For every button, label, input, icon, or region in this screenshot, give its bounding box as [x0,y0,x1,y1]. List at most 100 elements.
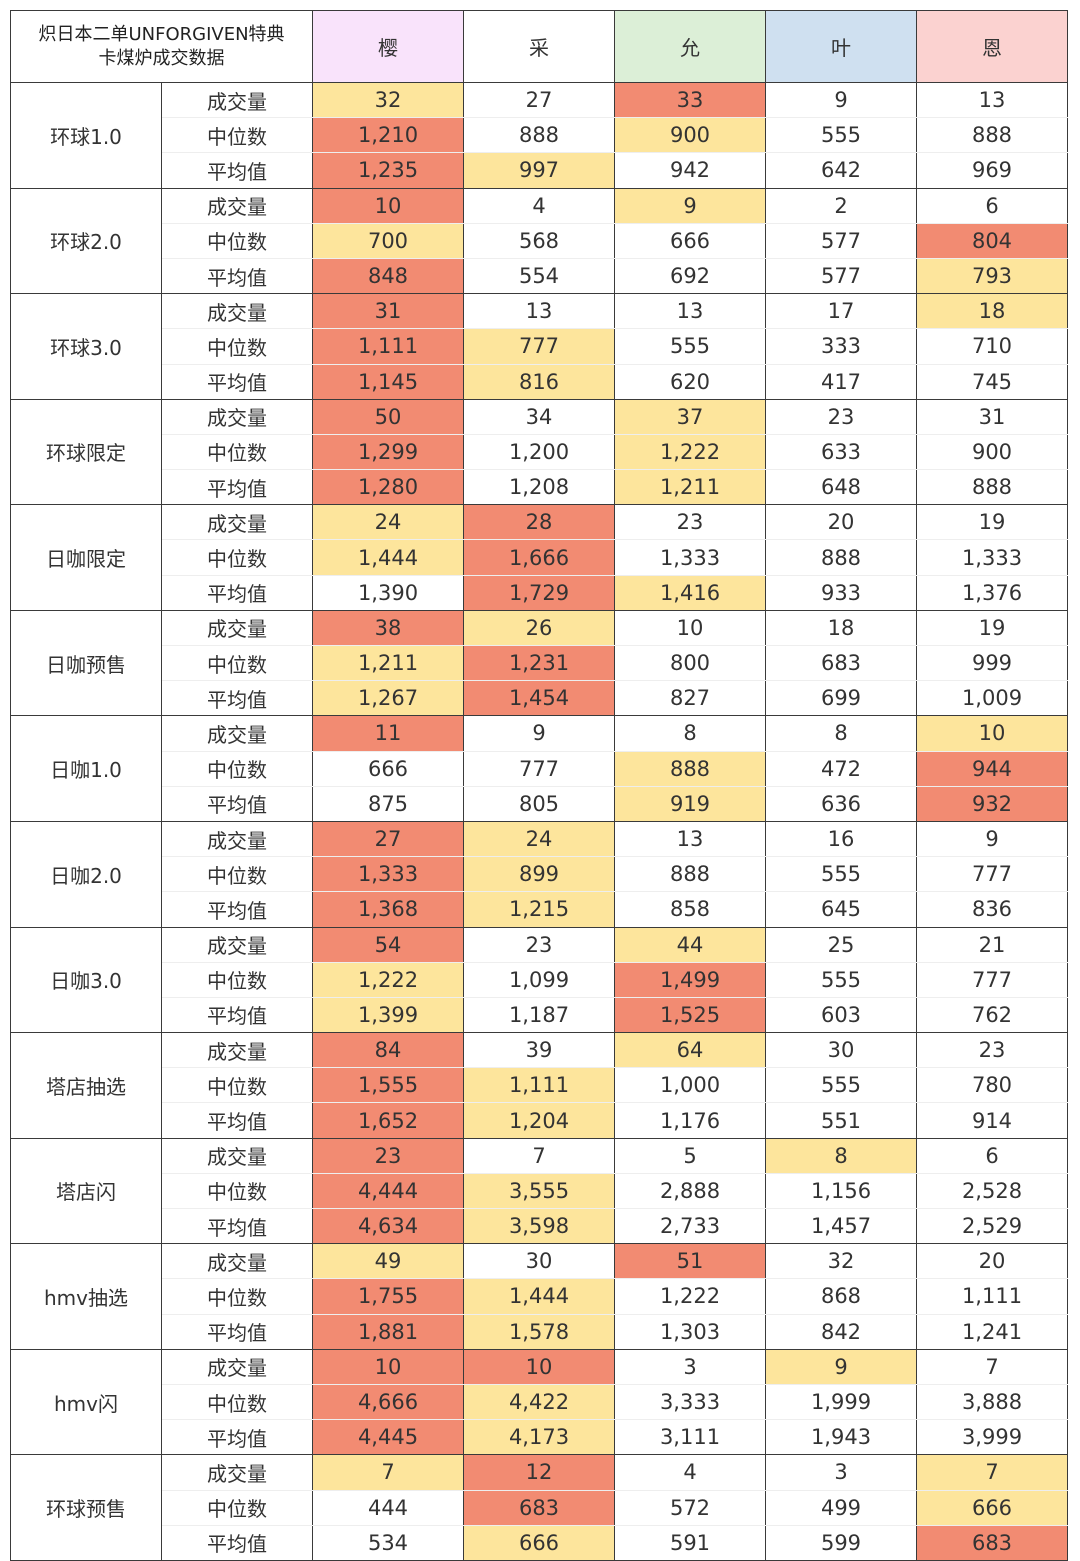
value-cell: 551 [765,1102,917,1139]
value-cell: 816 [463,364,615,400]
table-row: 平均值 1,235 997 942 642 969 [11,152,1068,189]
group-label: 环球3.0 [10,293,162,400]
value-cell: 858 [614,891,766,928]
value-cell: 555 [765,1067,917,1104]
group-label: hmv闪 [10,1348,162,1456]
value-cell: 2,528 [916,1173,1068,1210]
table-row: 中位数 1,222 1,099 1,499 555 777 [11,962,1068,998]
value-cell: 1,280 [312,469,464,506]
value-cell: 7 [916,1349,1068,1385]
value-cell: 888 [614,856,766,893]
value-cell: 1,222 [312,962,464,998]
value-cell: 636 [765,786,917,822]
metric-label: 平均值 [161,1419,313,1456]
value-cell: 848 [312,258,464,295]
value-cell: 4 [463,188,615,224]
value-cell: 499 [765,1490,917,1526]
value-cell: 666 [463,1525,615,1561]
value-cell: 1,755 [312,1278,464,1315]
table-row: 平均值 534 666 591 599 683 [11,1525,1068,1561]
value-cell: 1,555 [312,1067,464,1104]
value-cell: 32 [765,1243,917,1280]
value-cell: 1,235 [312,152,464,189]
table-row: 环球2.0 成交量 10 4 9 2 6 [10,187,1068,295]
value-cell: 3,111 [614,1419,766,1456]
table-body: 环球1.0 成交量 32 27 33 9 13 中位数 1,210 888 900 555 888 平均值… [10,82,1068,1561]
value-cell: 24 [463,821,615,858]
value-cell: 1,399 [312,997,464,1034]
value-cell: 1,222 [614,1278,766,1315]
value-cell: 642 [765,152,917,189]
table-row: 中位数 1,755 1,444 1,222 868 1,111 [11,1278,1068,1315]
value-cell: 23 [614,504,766,541]
value-cell: 4,422 [463,1384,615,1421]
value-cell: 472 [765,751,917,787]
group-label: 日咖3.0 [10,926,162,1034]
value-cell: 780 [916,1067,1068,1104]
value-cell: 1,390 [312,575,464,611]
value-cell: 34 [463,399,615,435]
value-cell: 13 [916,82,1068,119]
metric-label: 成交量 [161,293,313,330]
value-cell: 25 [765,927,917,963]
value-cell: 777 [916,962,1068,998]
value-cell: 54 [312,927,464,963]
value-cell: 1,333 [312,856,464,893]
value-cell: 534 [312,1525,464,1561]
value-cell: 5 [614,1138,766,1174]
value-cell: 3,555 [463,1173,615,1210]
value-cell: 20 [765,504,917,541]
value-cell: 700 [312,223,464,259]
member-header-en: 恩 [916,10,1068,83]
table-row: 中位数 700 568 666 577 804 [11,223,1068,259]
value-cell: 1,444 [463,1278,615,1315]
value-cell: 21 [916,927,1068,963]
value-cell: 8 [614,715,766,752]
value-cell: 933 [765,575,917,611]
value-cell: 1,208 [463,469,615,506]
metric-label: 成交量 [161,610,313,647]
value-cell: 1,211 [312,645,464,682]
value-cell: 555 [614,328,766,365]
value-cell: 4,666 [312,1384,464,1421]
value-cell: 1,299 [312,434,464,471]
value-cell: 555 [765,117,917,154]
metric-label: 中位数 [161,751,313,787]
value-cell: 899 [463,856,615,893]
metric-label: 中位数 [161,856,313,893]
metric-label: 成交量 [161,1243,313,1280]
value-cell: 2,733 [614,1208,766,1245]
value-cell: 7 [463,1138,615,1174]
value-cell: 919 [614,786,766,822]
metric-label: 成交量 [161,82,313,119]
value-cell: 1,111 [916,1278,1068,1315]
value-cell: 1,215 [463,891,615,928]
value-cell: 84 [312,1032,464,1069]
value-cell: 577 [765,223,917,259]
table-row: hmv闪 成交量 10 10 3 9 7 [10,1348,1068,1456]
value-cell: 27 [312,821,464,858]
value-cell: 9 [463,715,615,752]
value-cell: 3,888 [916,1384,1068,1421]
value-cell: 692 [614,258,766,295]
value-cell: 1,666 [463,539,615,576]
table-row: 平均值 1,145 816 620 417 745 [11,364,1068,400]
table-row: 环球1.0 成交量 32 27 33 9 13 [10,82,1068,189]
metric-label: 中位数 [161,328,313,365]
value-cell: 1,999 [765,1384,917,1421]
metric-label: 平均值 [161,680,313,717]
value-cell: 888 [916,117,1068,154]
group-label: 塔店抽选 [10,1032,162,1139]
value-cell: 9 [765,82,917,119]
value-cell: 3,333 [614,1384,766,1421]
table-row: 平均值 1,652 1,204 1,176 551 914 [11,1102,1068,1139]
table-row: 日咖3.0 成交量 54 23 44 25 21 [10,926,1068,1034]
value-cell: 900 [614,117,766,154]
value-cell: 6 [916,1138,1068,1174]
value-cell: 888 [463,117,615,154]
member-header-ye: 叶 [765,10,917,83]
value-cell: 944 [916,751,1068,787]
metric-label: 成交量 [161,1138,313,1174]
value-cell: 444 [312,1490,464,1526]
value-cell: 51 [614,1243,766,1280]
